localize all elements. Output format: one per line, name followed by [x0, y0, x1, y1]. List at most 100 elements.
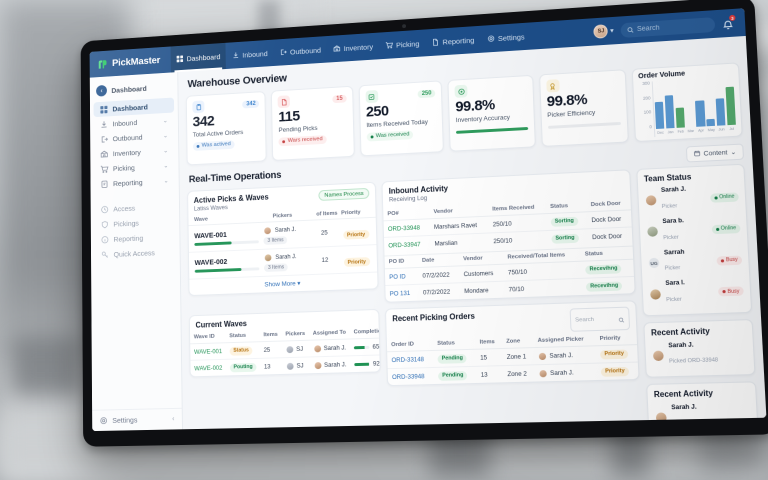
team-member-row[interactable]: Sara l. Picker Busy [648, 275, 745, 310]
cart-icon [100, 164, 108, 173]
column-header-priority: Priority [595, 331, 638, 346]
kpi-chip: 250 [417, 88, 436, 98]
avatar [648, 287, 663, 301]
nav-item-outbound[interactable]: Outbound [274, 36, 327, 66]
inbound-receiving-table: PO ID Date Vendor Received/Total Items S… [384, 245, 635, 302]
nav-item-picking[interactable]: Picking [379, 30, 425, 60]
status-badge: Online [709, 192, 739, 203]
chevron-down-icon[interactable]: ⌄ [163, 147, 169, 155]
search-input[interactable] [575, 315, 616, 324]
kpi-row: 342 342 Total Active Orders Was actived [185, 62, 743, 166]
po-id[interactable]: PO ID [385, 267, 419, 286]
member-name: Sara l. [665, 279, 685, 288]
info-icon [101, 235, 109, 244]
names-process-pill[interactable]: Names Process [318, 187, 370, 201]
po-id[interactable]: PO 131 [389, 289, 411, 298]
recent-activity-card-1: Recent Activity Sarah J. Picked ORD-3394… [643, 319, 756, 379]
picker-name: Sarah J. [274, 226, 297, 234]
search-input[interactable] [636, 20, 709, 33]
nav-item-settings[interactable]: Settings [481, 22, 531, 52]
chart-bar [725, 87, 736, 126]
chart-x-tick: Feb [677, 129, 685, 134]
sidebar-item-settings[interactable]: Settings ‹ [92, 407, 183, 432]
member-role: Picker [663, 234, 679, 241]
activity-name: Sarah J. [671, 403, 697, 412]
content-filter-button[interactable]: Content ⌄ [685, 143, 745, 163]
grid-icon [100, 105, 108, 114]
sidebar-item-label: Outbound [112, 132, 143, 143]
member-role: Picker [664, 265, 681, 273]
logout-icon [280, 48, 288, 56]
wave-id[interactable]: WAVE-002 [194, 364, 223, 372]
chevron-left-icon[interactable]: ‹ [96, 84, 107, 97]
po-number[interactable]: ORD-33947 [388, 240, 421, 250]
sidebar: ‹ Dashboard Dashboard Inbound ⌄ [89, 72, 183, 432]
chart-bar-column [704, 78, 716, 127]
wave-progress-bar [194, 240, 260, 246]
column-header-pickers: Pickers [281, 327, 310, 342]
status-badge: Pending [438, 370, 468, 381]
completion-pct: 65% [372, 342, 382, 351]
order-volume-chart-card[interactable]: Order Volume 300 200 100 0 Dec Jan Feb Mar A… [631, 62, 743, 143]
clipboard-icon [192, 100, 205, 114]
assigned-picker: Sarah J. [549, 368, 574, 377]
kpi-card-total-active-orders[interactable]: 342 342 Total Active Orders Was actived [185, 91, 268, 166]
nav-item-inbound[interactable]: Inbound [227, 40, 274, 69]
sidebar-item-label: Access [113, 203, 136, 213]
team-member-row[interactable]: Sara b. Picker Online [646, 213, 741, 248]
brand-logo[interactable]: PickMaster [97, 54, 161, 70]
kpi-card-pending-picks[interactable]: 15 115 Pending Picks Wars received [271, 85, 355, 161]
grid-icon [177, 55, 184, 63]
activity-row[interactable]: Sarah J. Picked ORD-33948 [651, 337, 747, 372]
items: 13 [480, 371, 488, 379]
shield-icon [101, 220, 109, 229]
order-id[interactable]: ORD-33948 [391, 372, 425, 381]
notifications-button[interactable]: 3 [722, 14, 736, 30]
kpi-progress-bar [456, 126, 528, 134]
sidebar-footer-label: Settings [112, 415, 138, 425]
column-header-wave-id: Wave ID [190, 330, 226, 344]
chart-bar-column [664, 80, 675, 129]
doc-icon [277, 95, 291, 109]
status-badge: Pouting [229, 362, 257, 372]
po-number[interactable]: ORD-33948 [383, 218, 431, 238]
file-icon [100, 179, 108, 188]
y-tick: 0 [649, 123, 652, 129]
chart-bar-column [694, 78, 706, 127]
laptop-device: PickMaster Dashboard Inbound [80, 0, 768, 447]
nav-item-reporting[interactable]: Reporting [426, 26, 481, 56]
nav-item-inventory[interactable]: Inventory [327, 33, 379, 63]
avatar [263, 253, 273, 263]
chevron-down-icon[interactable]: ⌄ [163, 177, 169, 185]
kpi-value: 115 [278, 107, 300, 126]
activity-row[interactable]: Sarah J. Picked ORD-33948 [654, 400, 751, 430]
chevron-down-icon[interactable]: ⌄ [163, 132, 169, 140]
kpi-card-inventory-accuracy[interactable]: 99.8% Inventory Accuracy [447, 74, 536, 152]
global-search[interactable] [620, 16, 716, 38]
kpi-card-items-received-today[interactable]: 250 250 Items Received Today Was receive… [358, 80, 445, 157]
sidebar-item-label: Picking [112, 162, 135, 173]
avatar [651, 349, 665, 362]
order-id[interactable]: ORD-33148 [387, 350, 435, 369]
completion-pct: 92% [372, 359, 382, 368]
team-member-row[interactable]: Sarah J. Picker Online [644, 181, 739, 216]
date: 07/2/2022 [418, 265, 460, 285]
received-total: 70/10 [508, 285, 525, 294]
user-menu[interactable]: SJ ▾ [593, 24, 614, 39]
kpi-chip: 15 [332, 94, 347, 103]
item-count: 12 [321, 256, 329, 264]
box-icon [333, 45, 341, 53]
wave-id[interactable]: WAVE-001 [190, 342, 226, 361]
kpi-card-picker-efficiency[interactable]: 99.8% Picker Efficiency [538, 69, 629, 147]
priority-badge: Priority [600, 348, 629, 359]
chevron-left-icon[interactable]: ‹ [172, 415, 175, 423]
ops-grid: Active Picks & Waves Latiss Waves Names … [187, 163, 759, 430]
clock-icon [101, 205, 109, 214]
box-check-icon [365, 89, 379, 104]
chevron-down-icon[interactable]: ⌄ [163, 162, 169, 170]
chevron-down-icon[interactable]: ⌄ [162, 117, 168, 125]
current-waves-table: Wave ID Status Items Pickers Assigned To… [190, 325, 382, 376]
team-member-row[interactable]: UG Sarrah Picker Busy [647, 244, 743, 279]
nav-item-dashboard[interactable]: Dashboard [170, 42, 227, 73]
picking-search[interactable] [569, 306, 631, 332]
